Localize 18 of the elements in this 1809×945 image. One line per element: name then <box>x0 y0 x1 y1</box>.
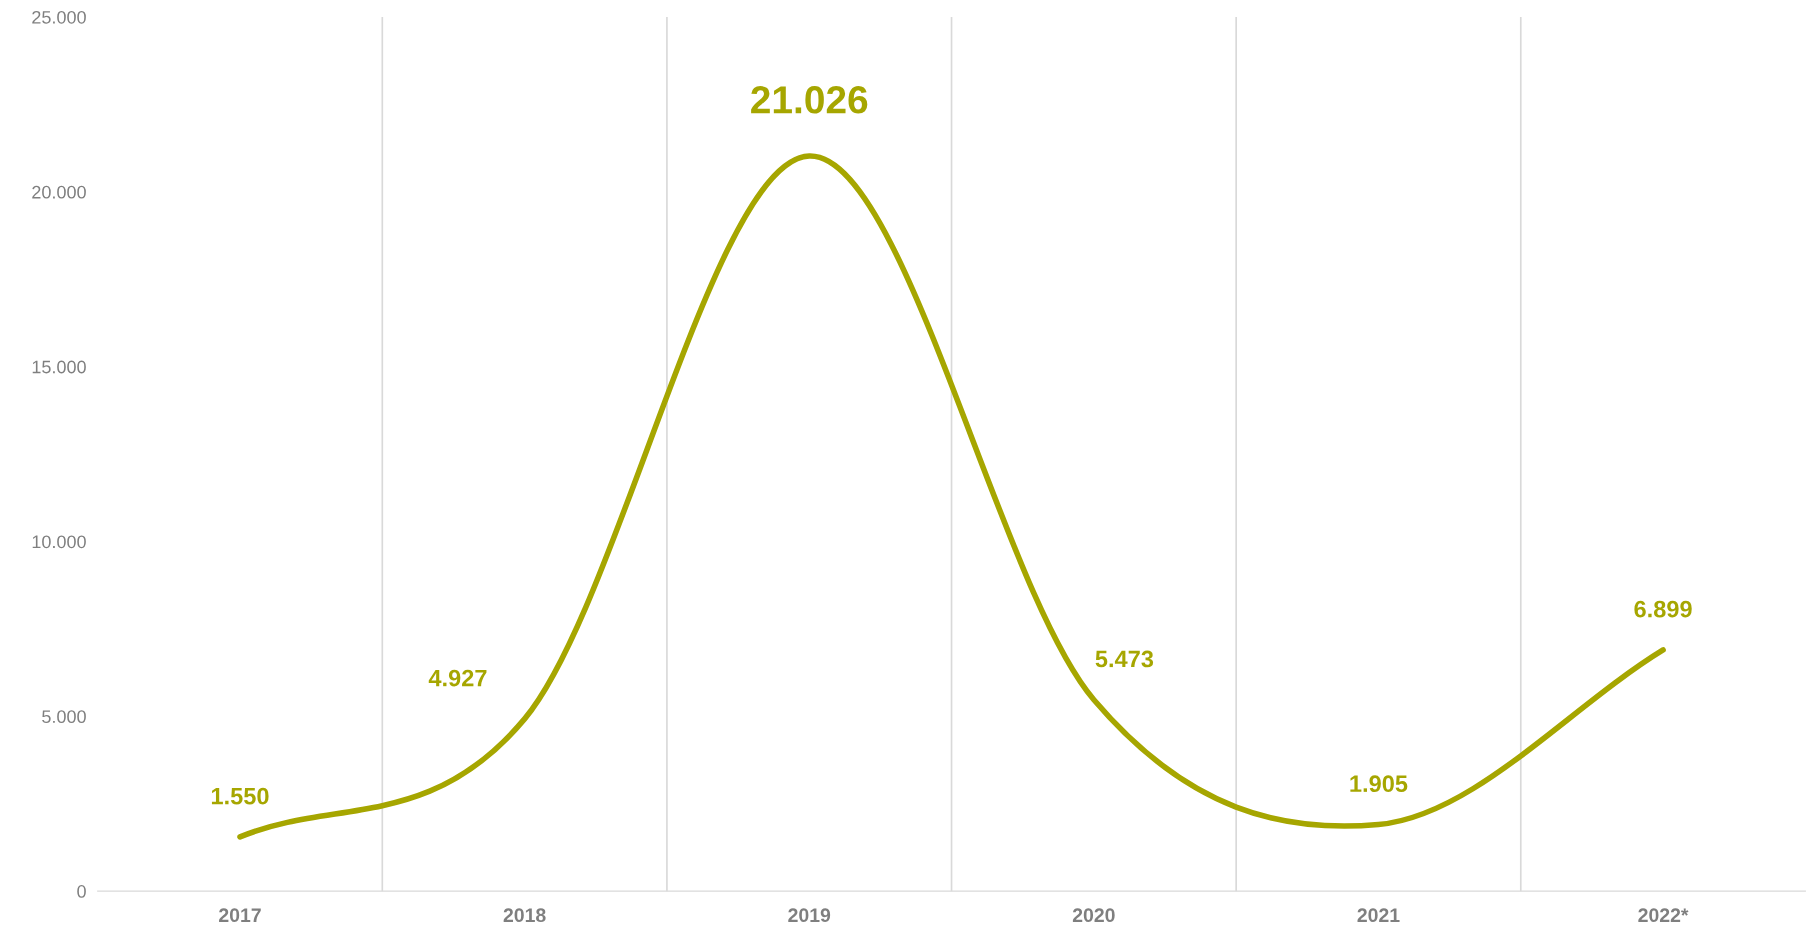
data-label: 21.026 <box>751 86 868 114</box>
y-tick-label: 10.000 <box>32 535 86 549</box>
y-tick-label: 5.000 <box>42 710 86 724</box>
data-label: 1.905 <box>1350 775 1408 793</box>
x-tick-label: 2018 <box>503 908 546 923</box>
data-label: 6.899 <box>1634 600 1692 618</box>
data-label: 1.550 <box>211 787 269 805</box>
x-tick-label: 2020 <box>1072 908 1115 923</box>
x-tick-label: 2019 <box>788 908 831 923</box>
x-tick-label: 2021 <box>1357 908 1400 923</box>
data-label: 5.473 <box>1095 650 1154 668</box>
x-tick-label: 2017 <box>219 908 261 923</box>
x-tick-label: 2022* <box>1638 908 1689 923</box>
y-tick-label: 0 <box>77 885 86 898</box>
y-tick-label: 25.000 <box>32 10 86 24</box>
y-tick-label: 15.000 <box>32 360 86 374</box>
data-label: 4.927 <box>428 669 487 687</box>
y-tick-label: 20.000 <box>32 185 86 199</box>
